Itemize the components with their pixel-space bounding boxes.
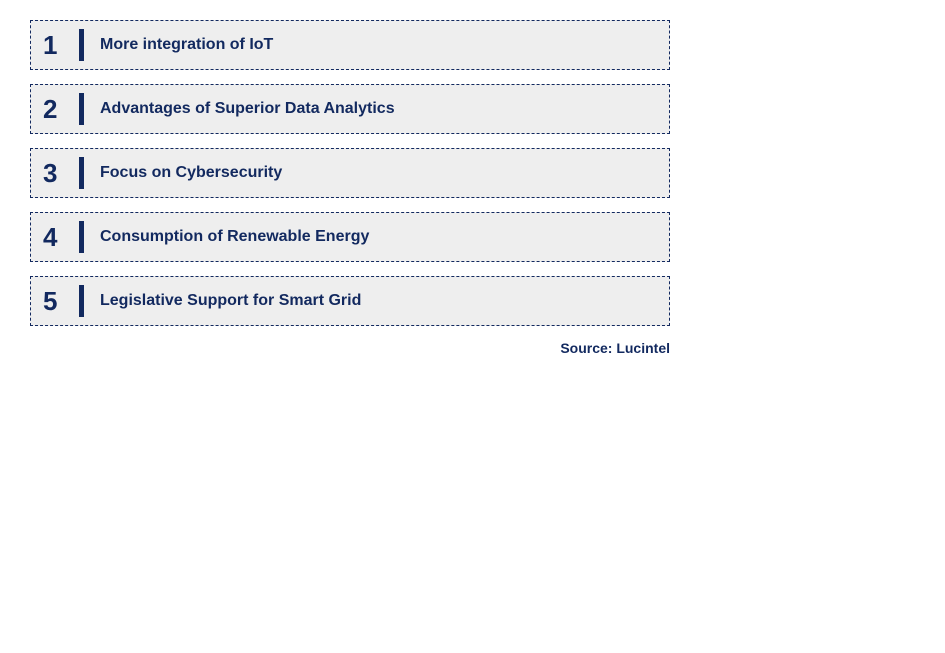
- source-text: Source: Lucintel: [30, 340, 670, 356]
- list-item: 1 More integration of IoT: [30, 20, 670, 70]
- list-item: 2 Advantages of Superior Data Analytics: [30, 84, 670, 134]
- vertical-divider-icon: [79, 221, 84, 253]
- list-item: 3 Focus on Cybersecurity: [30, 148, 670, 198]
- item-label: Legislative Support for Smart Grid: [100, 292, 361, 310]
- item-number: 1: [43, 30, 79, 61]
- item-label: Consumption of Renewable Energy: [100, 228, 369, 246]
- item-number: 3: [43, 158, 79, 189]
- vertical-divider-icon: [79, 29, 84, 61]
- list-item: 4 Consumption of Renewable Energy: [30, 212, 670, 262]
- vertical-divider-icon: [79, 93, 84, 125]
- list-container: 1 More integration of IoT 2 Advantages o…: [0, 0, 700, 376]
- item-number: 2: [43, 94, 79, 125]
- item-label: Focus on Cybersecurity: [100, 164, 282, 182]
- item-label: More integration of IoT: [100, 36, 273, 54]
- item-label: Advantages of Superior Data Analytics: [100, 100, 395, 118]
- list-item: 5 Legislative Support for Smart Grid: [30, 276, 670, 326]
- item-number: 4: [43, 222, 79, 253]
- item-number: 5: [43, 286, 79, 317]
- vertical-divider-icon: [79, 157, 84, 189]
- vertical-divider-icon: [79, 285, 84, 317]
